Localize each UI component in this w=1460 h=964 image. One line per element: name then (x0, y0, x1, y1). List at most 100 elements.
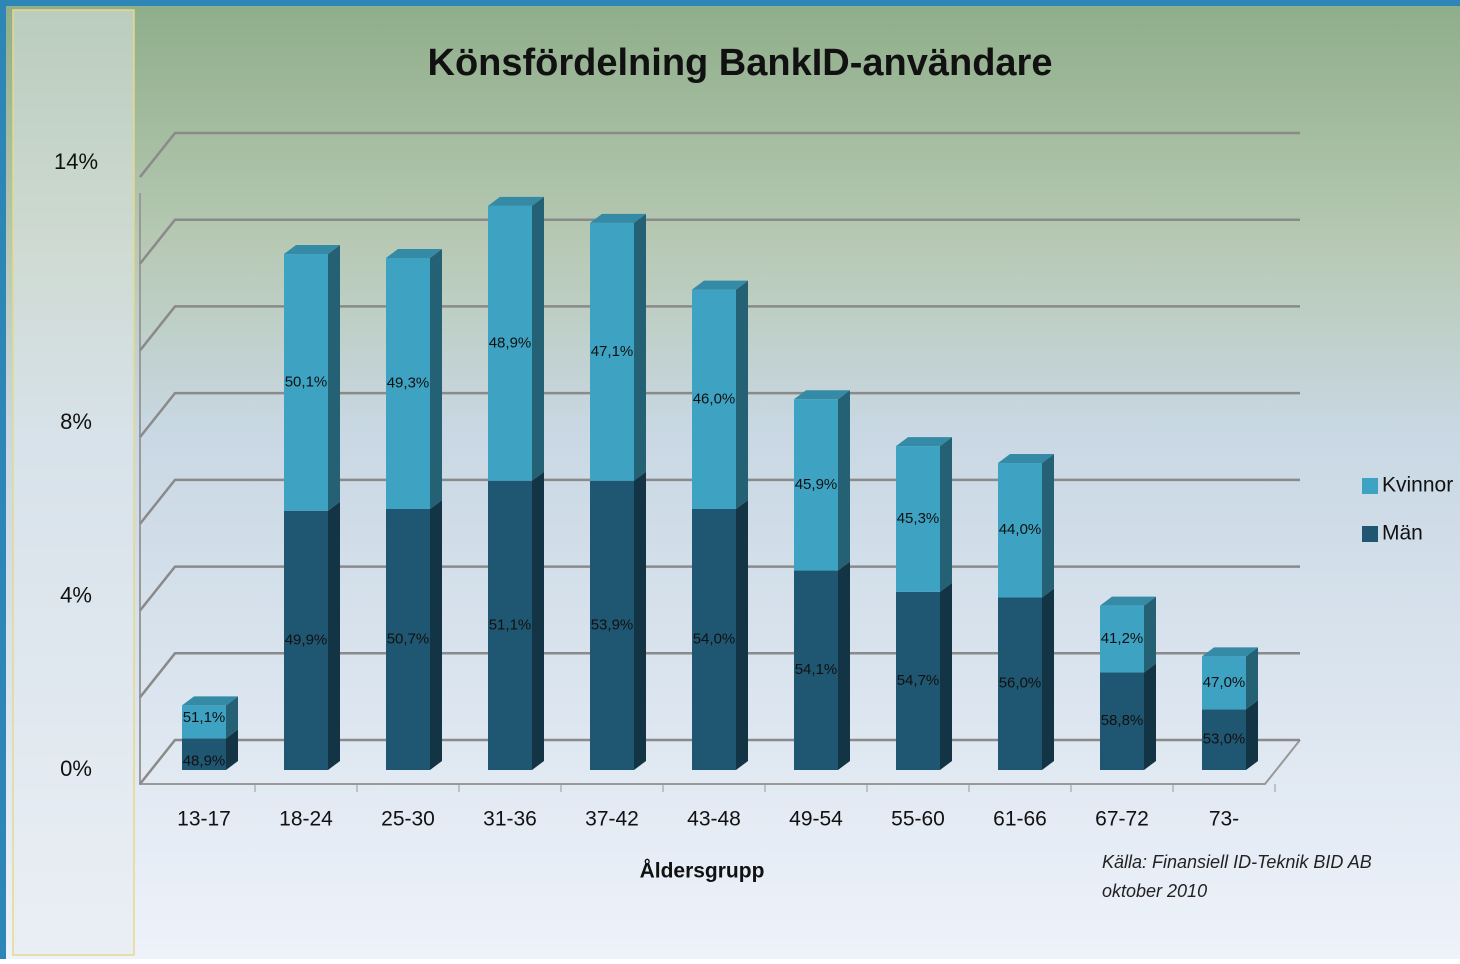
bar-side (1144, 596, 1156, 673)
bar-side (1042, 454, 1054, 598)
bar (1100, 672, 1144, 770)
data-label: 58,8% (1101, 712, 1144, 729)
bar-top (284, 245, 340, 255)
bar (692, 508, 736, 770)
x-tick-label: 49-54 (789, 808, 843, 831)
bar-side (430, 248, 442, 509)
bar-side (736, 280, 748, 509)
bar-top (692, 280, 748, 290)
data-label: 46,0% (693, 390, 736, 407)
bar-side (1144, 663, 1156, 770)
bar (590, 480, 634, 770)
y-tick-label: 0% (60, 756, 92, 781)
bar (284, 510, 328, 770)
source-note: oktober 2010 (1102, 881, 1207, 901)
x-tick-label: 43-48 (687, 808, 741, 831)
legend-label: Män (1382, 522, 1423, 545)
bar (998, 597, 1042, 770)
bar (794, 399, 838, 571)
chart-title: Könsfördelning BankID-användare (428, 42, 1053, 84)
bar (386, 508, 430, 770)
bar-side (328, 245, 340, 511)
bar-top (794, 390, 850, 400)
data-label: 49,3% (387, 374, 430, 391)
y-tick-label: 4% (60, 582, 92, 607)
bar-side (634, 213, 646, 481)
bar-top (488, 196, 544, 206)
x-tick-label: 67-72 (1095, 808, 1149, 831)
y-tick-label: 14% (54, 149, 98, 174)
bar (692, 289, 736, 509)
bar-side (226, 729, 238, 770)
x-axis-title: Åldersgrupp (640, 859, 765, 883)
bar-side (1246, 647, 1258, 710)
data-label: 54,0% (693, 630, 736, 647)
bar-side (532, 196, 544, 481)
bar-top (896, 437, 952, 447)
bar-side (634, 471, 646, 770)
x-tick-label: 25-30 (381, 808, 435, 831)
bar-side (940, 582, 952, 770)
bar (1202, 709, 1246, 770)
y-tick-label: 8% (60, 409, 92, 434)
data-label: 47,0% (1203, 674, 1246, 691)
bar (794, 570, 838, 770)
data-label: 50,1% (285, 373, 328, 390)
bar-side (736, 499, 748, 770)
legend-label: Kvinnor (1382, 474, 1453, 497)
data-label: 45,3% (897, 510, 940, 527)
data-label: 48,9% (489, 334, 532, 351)
axis-panel (12, 9, 135, 956)
axis-line (139, 193, 1301, 785)
x-tick-label: 55-60 (891, 808, 945, 831)
source-note: Källa: Finansiell ID-Teknik BID AB (1102, 852, 1372, 872)
x-tick-label: 31-36 (483, 808, 537, 831)
bar (998, 463, 1042, 598)
data-label: 47,1% (591, 343, 634, 360)
data-label: 51,1% (183, 709, 226, 726)
data-label: 45,9% (795, 476, 838, 493)
bar (488, 205, 532, 481)
data-label: 53,0% (1203, 731, 1246, 748)
x-tick-label: 73- (1209, 808, 1239, 831)
bar-side (532, 471, 544, 770)
bar-side (226, 696, 238, 739)
bar-side (1246, 700, 1258, 770)
data-label: 53,9% (591, 616, 634, 633)
legend-swatch (1362, 526, 1378, 542)
data-label: 54,1% (795, 661, 838, 678)
bar-side (838, 390, 850, 571)
legend-swatch (1362, 478, 1378, 494)
bar-side (1042, 588, 1054, 770)
bar (1100, 605, 1144, 673)
data-label: 51,1% (489, 616, 532, 633)
x-tick-label: 61-66 (993, 808, 1047, 831)
bar (182, 705, 226, 739)
bar (590, 222, 634, 481)
bar-top (386, 248, 442, 258)
bar-top (182, 696, 238, 706)
data-label: 54,7% (897, 672, 940, 689)
bar (896, 446, 940, 592)
bar-top (1202, 647, 1258, 657)
bar (1202, 656, 1246, 710)
bar-side (838, 561, 850, 770)
data-label: 56,0% (999, 675, 1042, 692)
data-label: 50,7% (387, 630, 430, 647)
grid-line (139, 391, 1300, 438)
bar-side (940, 437, 952, 592)
bar (386, 257, 430, 509)
bar-top (998, 454, 1054, 464)
bar (896, 591, 940, 770)
data-label: 49,9% (285, 631, 328, 648)
x-tick-label: 18-24 (279, 808, 333, 831)
bar-side (430, 499, 442, 770)
grid-line (139, 218, 1300, 265)
data-label: 41,2% (1101, 630, 1144, 647)
bar (488, 480, 532, 770)
bar (284, 254, 328, 511)
bar-top (590, 213, 646, 223)
data-label: 48,9% (183, 752, 226, 769)
x-tick-label: 37-42 (585, 808, 639, 831)
